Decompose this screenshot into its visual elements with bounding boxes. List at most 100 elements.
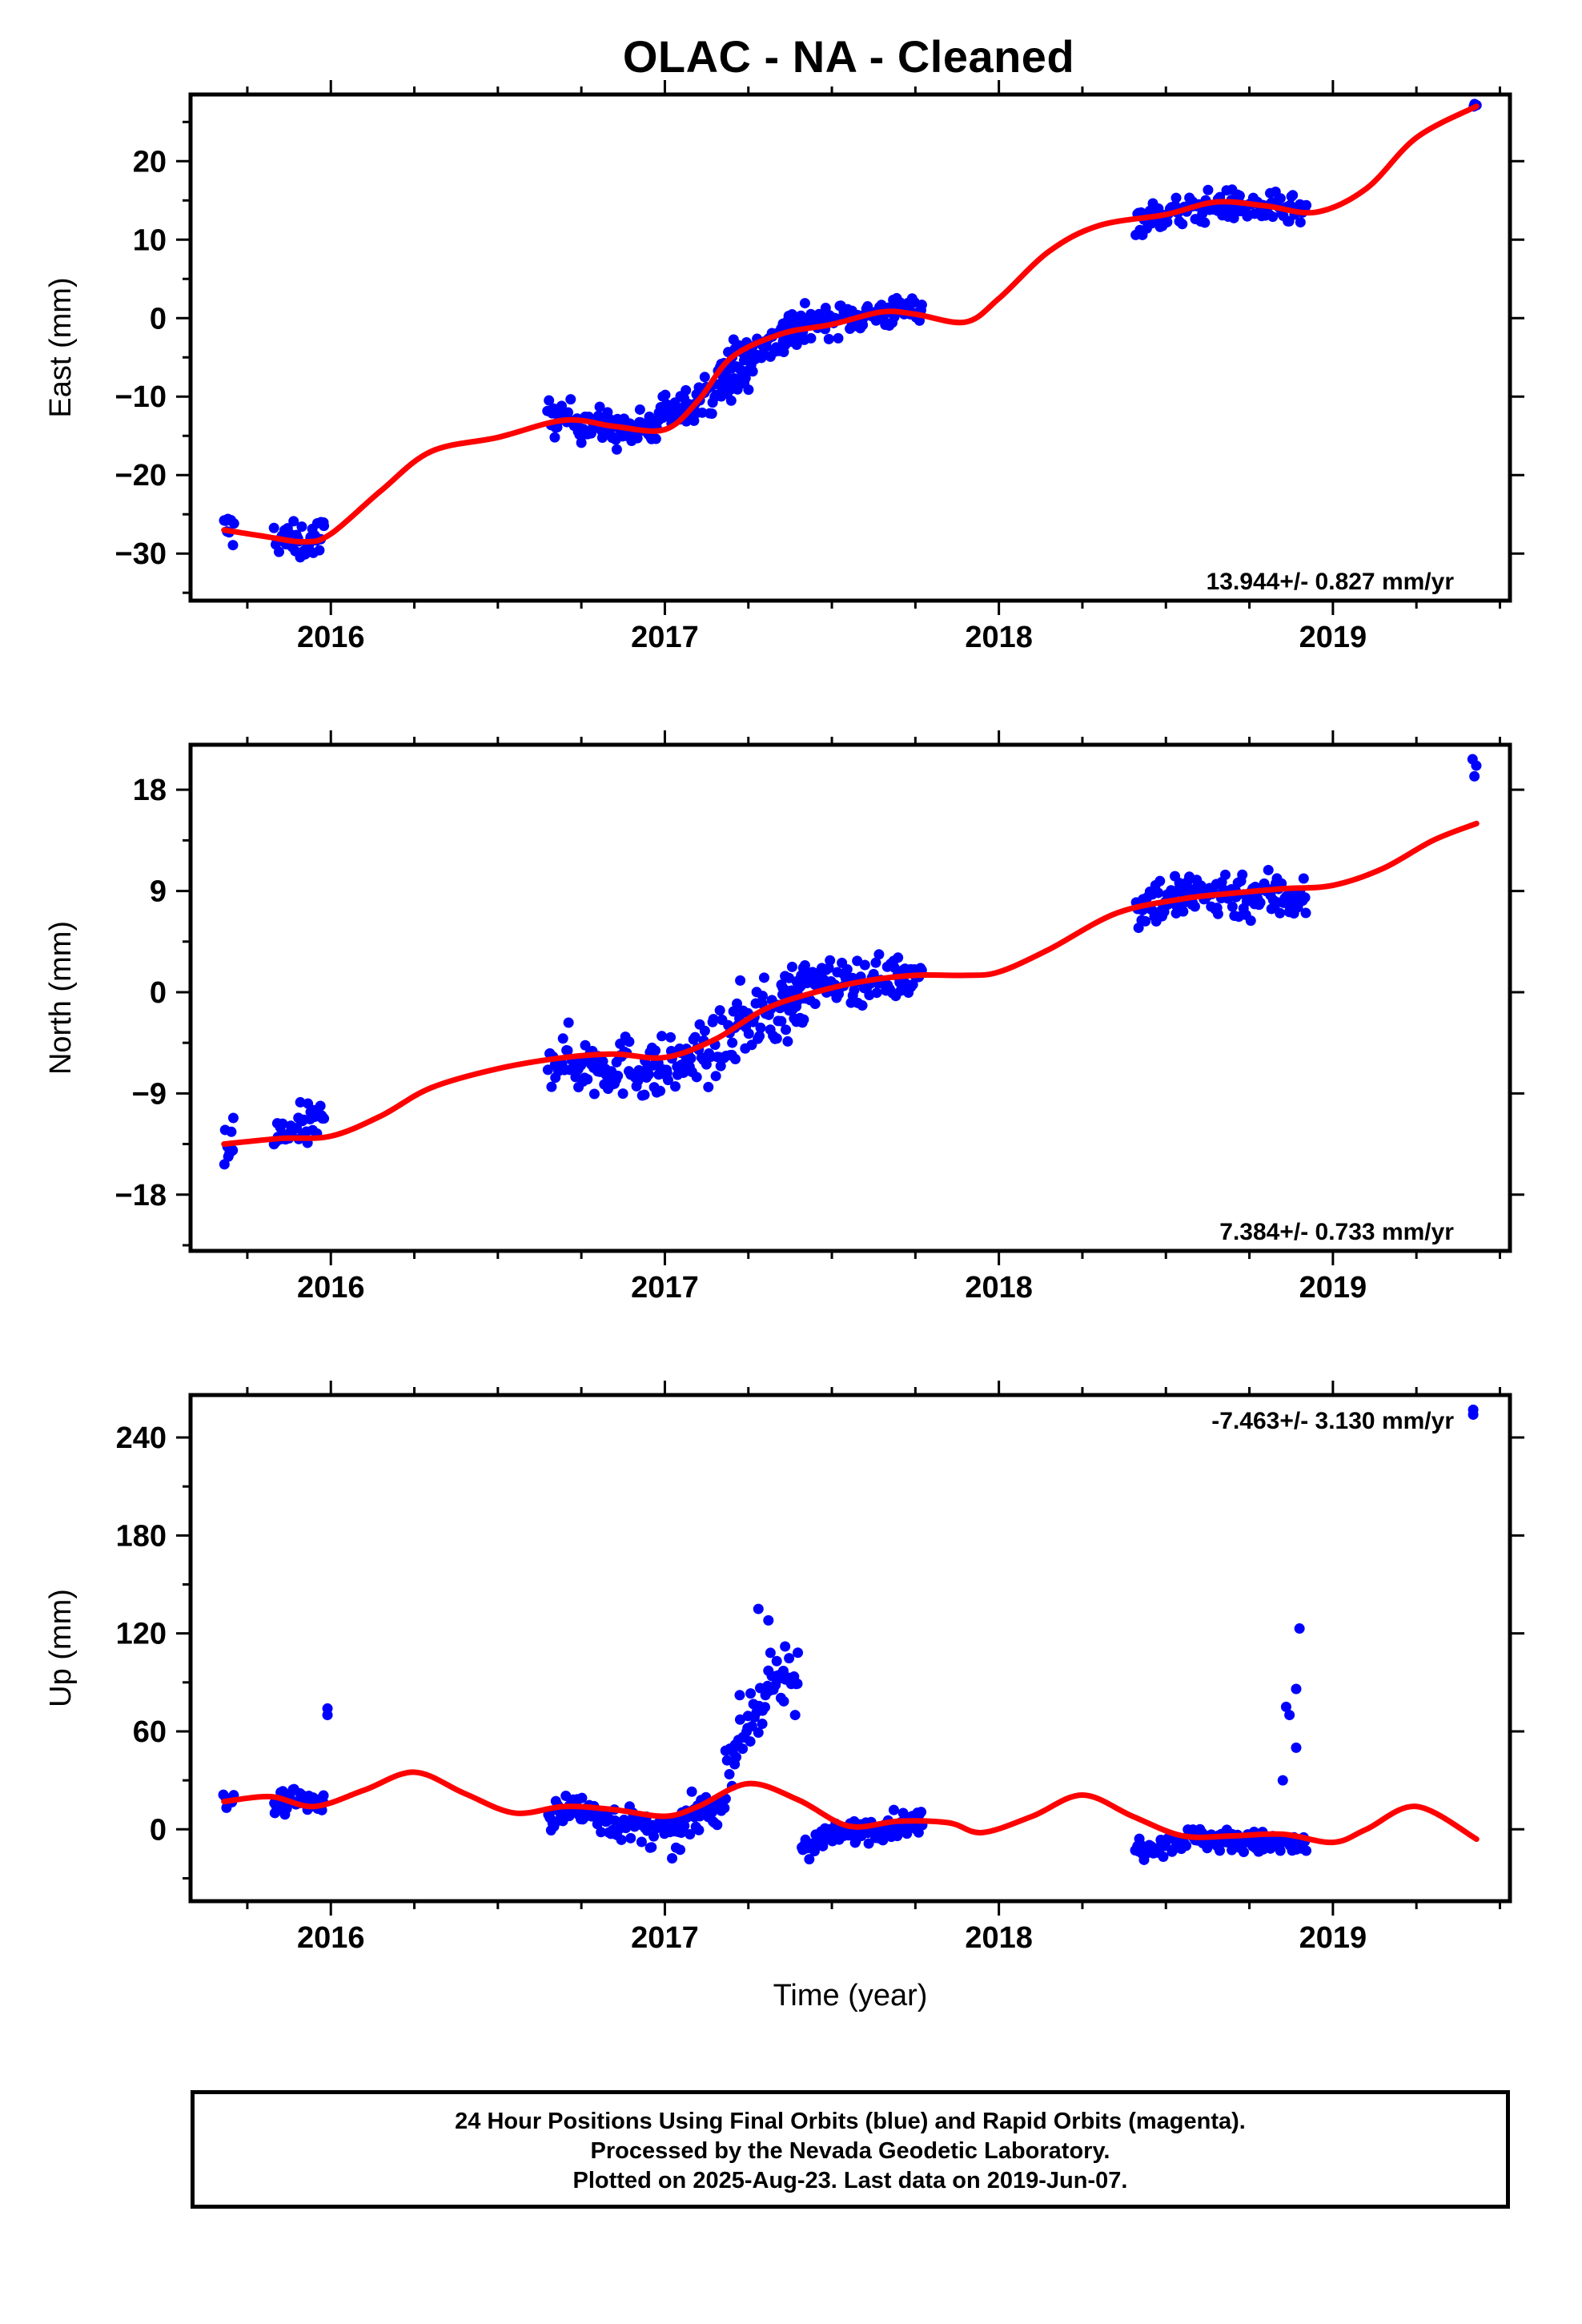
north-data-point <box>758 972 769 983</box>
up-y-axis-label: Up (mm) <box>44 1589 78 1707</box>
north-data-point <box>643 1069 654 1080</box>
north-data-point <box>639 1089 650 1100</box>
north-data-point <box>857 1000 868 1011</box>
east-data-point <box>743 384 754 396</box>
east-data-point <box>1275 193 1286 204</box>
up-x-axis-label: Time (year) <box>773 1979 928 2012</box>
north-data-point <box>1227 901 1238 912</box>
up-data-point <box>757 1719 768 1730</box>
north-data-point <box>907 979 918 990</box>
east-panel: 2016 2017 2018 2019 −30 −20 −10 0 10 20 East (mm) 1… <box>44 80 1524 654</box>
up-data-point <box>877 1835 889 1846</box>
east-data-point <box>747 366 758 377</box>
up-panel: 2016 2017 2018 2019 0 60 120 180 240 Up (mm) Time … <box>44 1381 1524 2012</box>
up-data-point <box>1215 1845 1226 1856</box>
north-data-point <box>893 952 904 963</box>
north-data-point <box>563 1017 574 1028</box>
north-data-point <box>727 1037 738 1048</box>
up-data-point <box>1301 1845 1312 1856</box>
north-data-point <box>1469 770 1480 782</box>
north-data-point <box>315 1100 326 1112</box>
north-data-point <box>728 1006 739 1017</box>
east-data-point <box>227 540 239 551</box>
east-data-point <box>268 522 279 533</box>
up-data-point <box>1291 1742 1302 1753</box>
east-data-point <box>1170 192 1182 203</box>
east-data-point <box>706 408 717 420</box>
up-data-point <box>734 1690 745 1701</box>
north-data-point <box>1189 901 1200 912</box>
east-data-point <box>576 437 587 448</box>
up-data-group <box>218 1404 1480 1865</box>
up-data-point <box>576 1792 588 1803</box>
up-data-point <box>322 1710 333 1721</box>
north-data-point <box>782 1035 793 1047</box>
north-y-axis-label: North (mm) <box>44 921 78 1075</box>
north-data-point <box>291 1123 303 1134</box>
north-data-point <box>825 955 836 966</box>
north-data-point <box>786 961 797 972</box>
up-data-point <box>784 1653 795 1664</box>
north-data-point <box>624 1036 635 1047</box>
north-data-point <box>708 1014 719 1025</box>
east-x-tick-label: 2018 <box>965 621 1033 654</box>
up-data-point <box>753 1727 764 1739</box>
north-y-tick-label: −18 <box>115 1179 167 1212</box>
up-data-point <box>636 1836 647 1848</box>
north-data-point <box>784 972 795 983</box>
up-data-point <box>1181 1840 1192 1852</box>
up-data-point <box>809 1846 820 1857</box>
up-data-point <box>675 1844 686 1856</box>
up-data-point <box>778 1695 789 1707</box>
north-data-point <box>732 998 743 1009</box>
north-data-point <box>755 1022 766 1033</box>
north-model-curve <box>221 820 1480 1148</box>
north-data-point <box>650 1045 661 1056</box>
up-y-tick-label: 180 <box>116 1519 167 1553</box>
east-data-point <box>725 395 737 406</box>
up-x-tick-label: 2016 <box>297 1921 365 1955</box>
north-data-point <box>1219 869 1231 880</box>
north-data-point <box>662 1075 673 1086</box>
north-data-point <box>557 1033 568 1044</box>
east-data-point <box>565 394 576 405</box>
east-data-point <box>1177 219 1188 230</box>
up-data-point <box>737 1743 749 1755</box>
up-data-point <box>745 1736 756 1747</box>
up-data-point <box>712 1819 723 1831</box>
up-data-point <box>765 1647 776 1659</box>
east-data-point <box>296 521 307 533</box>
north-data-point <box>1153 887 1164 899</box>
up-data-point <box>753 1603 764 1614</box>
north-data-point <box>781 1024 792 1035</box>
up-data-point <box>916 1807 927 1818</box>
up-data-point <box>730 1751 741 1763</box>
east-data-point <box>634 404 645 415</box>
up-data-point <box>1277 1775 1288 1786</box>
up-data-point <box>792 1678 803 1689</box>
up-data-point <box>648 1831 660 1842</box>
east-data-point <box>1267 211 1279 223</box>
north-data-point <box>710 1071 721 1082</box>
north-data-point <box>730 1054 741 1065</box>
north-data-point <box>715 1060 726 1072</box>
north-data-point <box>665 1031 677 1043</box>
east-data-point <box>689 415 700 426</box>
north-x-tick-label: 2016 <box>297 1271 365 1305</box>
north-data-point <box>859 959 870 971</box>
up-data-point <box>616 1834 627 1845</box>
north-data-point <box>776 1015 787 1027</box>
north-y-tick-label: 18 <box>133 774 167 807</box>
east-data-point <box>299 549 311 560</box>
east-data-point <box>823 333 834 344</box>
up-x-tick-label: 2017 <box>631 1921 699 1955</box>
north-data-point <box>1263 864 1274 875</box>
up-x-tick-label: 2018 <box>965 1921 1033 1955</box>
east-data-point <box>1203 184 1214 195</box>
east-data-point <box>228 518 239 529</box>
east-data-point <box>799 298 810 309</box>
up-data-point <box>1291 1683 1302 1695</box>
east-data-point <box>916 300 927 311</box>
north-data-point <box>852 955 863 967</box>
east-y-tick-label: 0 <box>150 302 167 336</box>
